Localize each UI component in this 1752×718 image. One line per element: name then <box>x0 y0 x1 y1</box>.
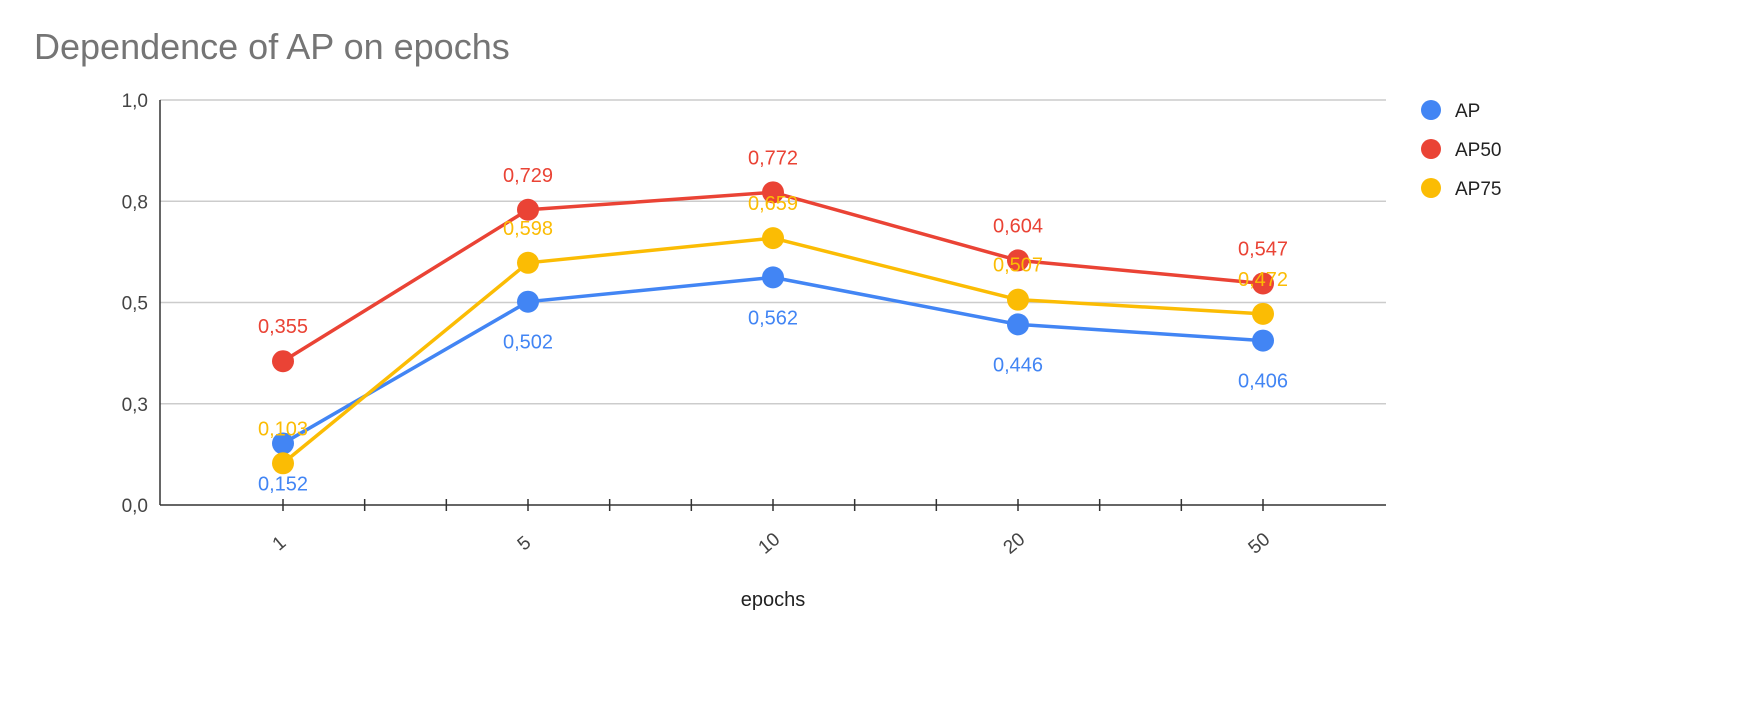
y-tick-label: 0,3 <box>122 395 148 416</box>
chart-title: Dependence of AP on epochs <box>34 26 510 67</box>
data-point-ap <box>272 432 294 455</box>
data-label-ap75: 0,472 <box>1238 269 1288 291</box>
data-point-ap <box>1007 313 1029 336</box>
legend-label-ap75: AP75 <box>1455 179 1501 200</box>
data-label-ap: 0,446 <box>993 354 1043 376</box>
x-tick-label: 10 <box>755 529 785 559</box>
data-point-ap <box>517 290 539 313</box>
data-point-ap50 <box>762 181 784 204</box>
legend-label-ap: AP <box>1455 101 1480 122</box>
data-point-ap75 <box>1252 302 1274 325</box>
data-point-ap50 <box>272 350 294 373</box>
gridlines <box>160 99 1386 405</box>
data-point-ap75 <box>272 452 294 475</box>
data-label-ap75: 0,103 <box>258 418 308 440</box>
data-label-ap: 0,562 <box>748 307 798 329</box>
data-label-ap75: 0,659 <box>748 193 798 215</box>
y-tick-label: 1,0 <box>122 91 148 112</box>
data-point-ap50 <box>517 198 539 221</box>
legend-marker-ap <box>1421 100 1441 120</box>
data-point-ap <box>1252 329 1274 352</box>
x-tick-label: 50 <box>1245 529 1275 559</box>
x-tick-label: 20 <box>1000 529 1030 559</box>
data-point-ap75 <box>762 227 784 250</box>
data-label-ap50: 0,604 <box>993 215 1043 237</box>
data-point-ap50 <box>1252 272 1274 295</box>
data-point-ap75 <box>1007 288 1029 311</box>
data-label-ap75: 0,507 <box>993 255 1043 277</box>
data-label-ap50: 0,772 <box>748 147 798 169</box>
data-point-ap <box>762 266 784 289</box>
legend-marker-ap75 <box>1421 178 1441 198</box>
legend-label-ap50: AP50 <box>1455 140 1501 161</box>
data-label-ap: 0,502 <box>503 332 553 354</box>
data-point-ap50 <box>1007 249 1029 272</box>
legend: AP AP50 AP75 <box>1421 100 1501 200</box>
y-tick-label: 0,5 <box>122 294 148 315</box>
data-label-ap: 0,152 <box>258 473 308 495</box>
series-lines <box>272 181 1274 475</box>
y-tick-label: 0,8 <box>122 192 148 213</box>
data-point-ap75 <box>517 251 539 274</box>
x-axis-title: epochs <box>741 589 806 611</box>
x-tick-label: 1 <box>269 532 291 555</box>
data-label-ap75: 0,598 <box>503 218 553 240</box>
data-labels: 0,152 0,502 0,562 0,446 0,406 0,355 0,729 0,772… <box>258 147 1288 495</box>
x-tick-label: 5 <box>514 532 536 555</box>
data-label-ap50: 0,547 <box>1238 238 1288 260</box>
data-label-ap50: 0,729 <box>503 165 553 187</box>
data-label-ap50: 0,355 <box>258 316 308 338</box>
data-label-ap: 0,406 <box>1238 371 1288 393</box>
y-tick-label: 0,0 <box>122 496 148 517</box>
legend-marker-ap50 <box>1421 139 1441 159</box>
